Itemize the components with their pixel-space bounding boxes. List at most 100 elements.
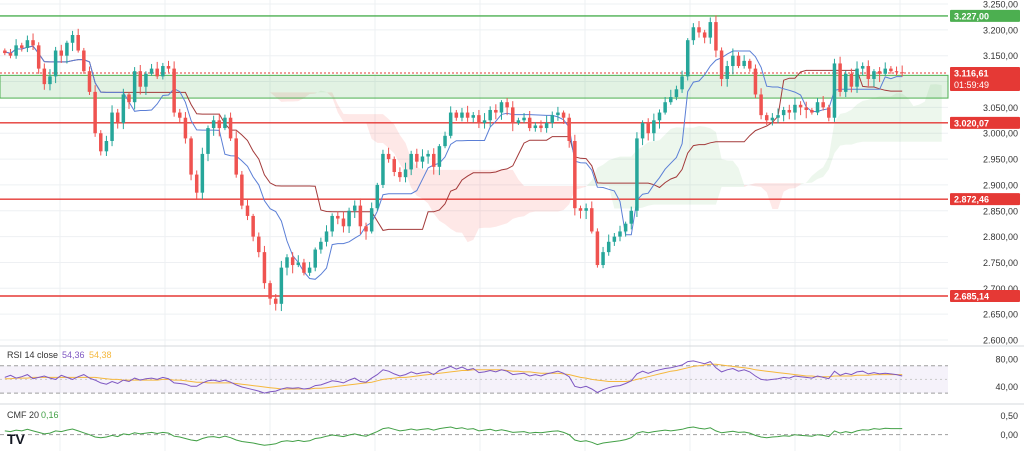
candle[interactable] (144, 71, 148, 95)
candle[interactable] (511, 101, 515, 132)
candle[interactable] (454, 109, 459, 121)
candle[interactable] (25, 35, 30, 53)
candle[interactable] (3, 48, 7, 56)
candle[interactable] (217, 113, 222, 137)
candle[interactable] (183, 112, 188, 144)
candle[interactable] (285, 254, 289, 276)
candle[interactable] (550, 111, 555, 129)
candle[interactable] (110, 105, 114, 147)
candle[interactable] (855, 61, 859, 93)
level-badge[interactable] (950, 193, 1020, 206)
candle[interactable] (132, 67, 137, 110)
candle[interactable] (702, 29, 707, 44)
candle[interactable] (8, 48, 13, 59)
candle[interactable] (561, 110, 566, 124)
candle[interactable] (257, 232, 261, 258)
candle[interactable] (369, 202, 374, 234)
candle[interactable] (20, 42, 24, 52)
candle[interactable] (251, 213, 255, 242)
candle[interactable] (161, 62, 165, 80)
candle[interactable] (821, 96, 825, 111)
candle[interactable] (347, 207, 351, 233)
candle[interactable] (14, 39, 18, 59)
candle[interactable] (465, 105, 470, 122)
candle[interactable] (200, 147, 205, 200)
candle[interactable] (206, 125, 210, 162)
candle[interactable] (59, 44, 64, 63)
candle[interactable] (894, 66, 899, 76)
candle[interactable] (262, 245, 267, 289)
candle[interactable] (409, 150, 413, 176)
candle[interactable] (635, 132, 639, 217)
candle[interactable] (573, 134, 577, 216)
candle[interactable] (860, 62, 865, 76)
candle[interactable] (770, 113, 775, 126)
candle[interactable] (697, 21, 701, 38)
candle[interactable] (680, 70, 684, 93)
candle[interactable] (759, 88, 763, 120)
candle[interactable] (669, 89, 673, 105)
candle[interactable] (471, 112, 476, 123)
candle[interactable] (431, 148, 436, 175)
candle[interactable] (330, 213, 334, 237)
candle[interactable] (31, 33, 35, 51)
candle[interactable] (584, 203, 588, 220)
cmf-pane[interactable]: 0,50 0,00 (0, 411, 1018, 446)
candle[interactable] (793, 97, 797, 120)
candle[interactable] (663, 97, 667, 115)
candle[interactable] (99, 130, 103, 156)
candle[interactable] (499, 100, 504, 120)
candle[interactable] (539, 120, 543, 133)
candle[interactable] (815, 98, 820, 116)
candle[interactable] (240, 170, 244, 210)
candle[interactable] (482, 113, 487, 129)
level-badge[interactable] (950, 116, 1020, 129)
candle[interactable] (443, 131, 447, 149)
candle[interactable] (234, 131, 238, 178)
candle[interactable] (606, 234, 611, 256)
candle[interactable] (652, 113, 656, 141)
candle[interactable] (719, 47, 724, 87)
candle[interactable] (883, 62, 887, 76)
candle[interactable] (223, 114, 227, 131)
candle[interactable] (567, 113, 571, 148)
candle[interactable] (872, 69, 876, 87)
candle[interactable] (448, 106, 453, 139)
candle[interactable] (437, 144, 442, 176)
candle[interactable] (70, 30, 75, 52)
candle[interactable] (578, 205, 583, 219)
candle[interactable] (460, 107, 464, 122)
candle[interactable] (42, 63, 47, 90)
candle[interactable] (714, 15, 718, 58)
candle[interactable] (352, 200, 357, 219)
candle[interactable] (245, 199, 250, 221)
candle[interactable] (228, 112, 233, 141)
candle[interactable] (657, 109, 662, 129)
candle[interactable] (211, 115, 216, 136)
candle[interactable] (296, 255, 301, 268)
candle[interactable] (685, 38, 690, 81)
candle[interactable] (708, 17, 713, 44)
candle[interactable] (403, 162, 408, 183)
candle[interactable] (319, 237, 323, 254)
candle[interactable] (866, 60, 871, 87)
candle[interactable] (279, 260, 284, 312)
candle[interactable] (115, 108, 120, 129)
candle[interactable] (753, 64, 758, 99)
candle[interactable] (341, 211, 346, 233)
candle[interactable] (623, 221, 628, 237)
candlesticks[interactable] (3, 15, 904, 312)
rsi-pane[interactable]: 80,00 40,00 (0, 354, 1018, 394)
candle[interactable] (804, 101, 808, 119)
candle[interactable] (601, 246, 605, 269)
candle[interactable] (313, 247, 317, 272)
candle[interactable] (832, 58, 837, 122)
candle[interactable] (477, 109, 481, 129)
candle[interactable] (76, 28, 80, 53)
candle[interactable] (827, 104, 831, 122)
candle[interactable] (691, 23, 696, 45)
level-badge[interactable] (950, 9, 1020, 22)
candle[interactable] (877, 67, 882, 83)
candle[interactable] (629, 206, 634, 230)
